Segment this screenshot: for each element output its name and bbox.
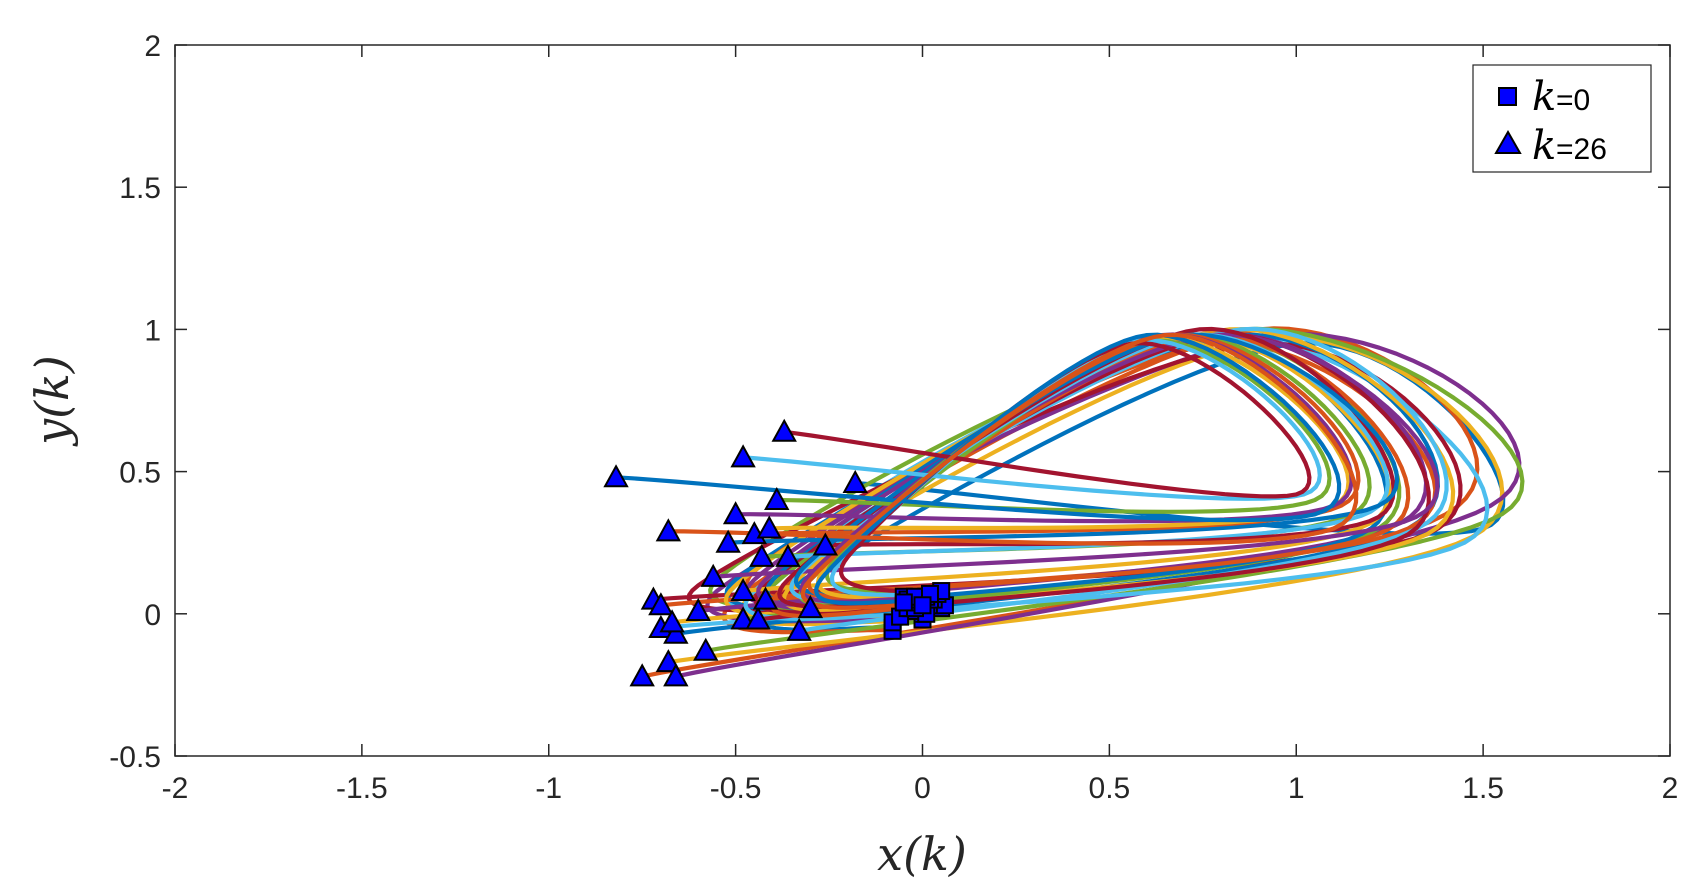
end-marker	[655, 518, 682, 542]
start-markers	[883, 582, 954, 640]
end-marker	[693, 637, 719, 661]
x-tick-label: 0.5	[1089, 772, 1131, 805]
end-marker	[685, 597, 711, 621]
legend-label-0: =0	[1556, 84, 1590, 117]
x-tick-label: -1.5	[336, 772, 388, 805]
x-tick-label: -2	[162, 772, 189, 805]
y-tick-label: 0.5	[119, 457, 161, 490]
legend-k-0: k	[1532, 74, 1556, 120]
end-marker	[603, 464, 629, 488]
end-marker	[629, 663, 655, 687]
legend-label-1: =26	[1556, 133, 1607, 166]
trajectory-line	[777, 326, 1396, 609]
end-marker	[771, 418, 797, 442]
x-tick-label: 2	[1662, 772, 1679, 805]
plot-background	[175, 45, 1670, 756]
end-marker	[700, 563, 726, 587]
end-marker	[764, 486, 790, 511]
end-marker	[730, 444, 756, 468]
legend-marker-triangle	[1494, 129, 1522, 154]
end-marker	[730, 577, 756, 602]
y-axis-label: y(k)	[25, 355, 79, 447]
legend-marker-square	[1498, 87, 1517, 106]
end-marker	[663, 620, 689, 644]
trajectory-line	[613, 332, 1342, 606]
end-marker	[749, 543, 775, 567]
legend-box	[1472, 64, 1652, 173]
legend: k =0 k =26	[1472, 64, 1652, 173]
end-marker	[663, 663, 689, 687]
x-tick-label: 0	[914, 772, 931, 805]
end-markers	[603, 418, 868, 687]
end-marker	[715, 529, 741, 553]
x-tick-label: -0.5	[710, 772, 762, 805]
end-marker	[752, 586, 779, 610]
end-marker	[786, 617, 812, 641]
y-tick-label: 1	[144, 314, 161, 347]
x-tick-label: 1	[1288, 772, 1305, 805]
end-marker	[655, 649, 682, 673]
end-marker	[797, 595, 824, 619]
end-marker	[722, 501, 749, 525]
end-marker	[730, 606, 756, 630]
start-marker	[913, 596, 932, 615]
x-tick-label: 1.5	[1462, 772, 1504, 805]
end-marker	[648, 592, 674, 616]
y-tick-label: -0.5	[109, 741, 161, 774]
y-tick-label: 1.5	[119, 172, 161, 205]
x-axis-label: x(k)	[877, 827, 967, 881]
x-axis-ticks: -2 -1.5 -1 -0.5 0 0.5 1 1.5 2	[162, 45, 1679, 805]
legend-k-1: k	[1532, 123, 1556, 169]
start-marker	[894, 593, 913, 612]
end-marker	[756, 515, 782, 539]
y-tick-label: 2	[144, 30, 161, 63]
end-marker	[745, 606, 771, 630]
end-marker	[775, 543, 801, 567]
y-tick-label: 0	[144, 599, 161, 632]
end-marker	[659, 609, 685, 633]
x-tick-label: -1	[535, 772, 562, 805]
y-axis-ticks: -0.5 0 0.5 1 1.5 2	[109, 30, 1670, 774]
end-marker	[842, 469, 868, 493]
end-marker	[812, 532, 839, 556]
trajectory-line	[666, 332, 1359, 610]
